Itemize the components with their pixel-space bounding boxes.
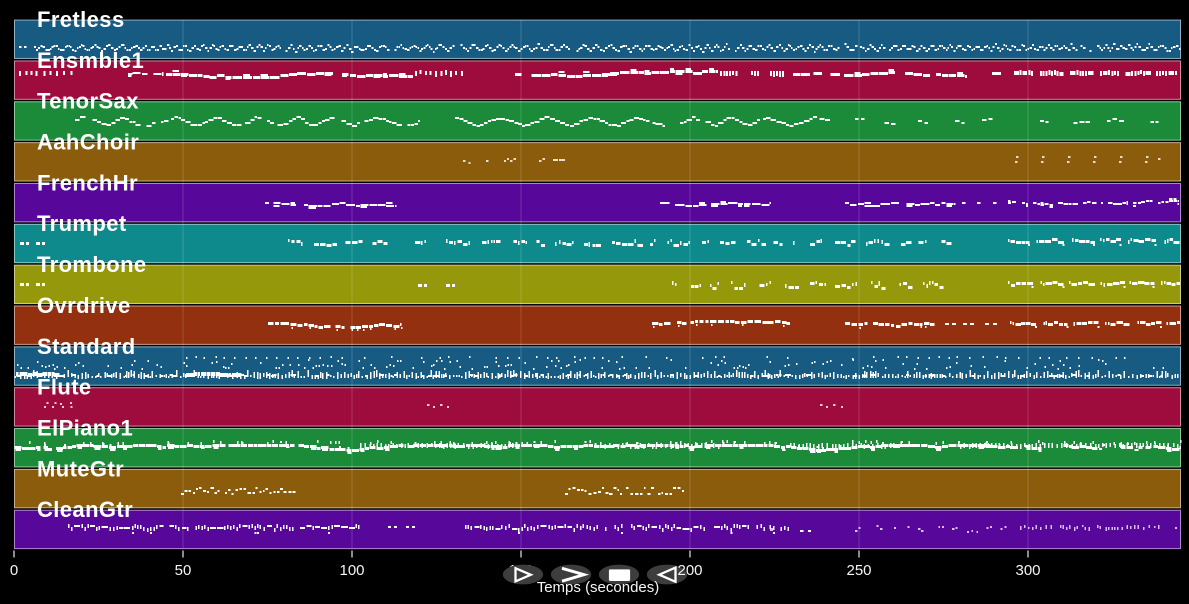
svg-text:TenorSax: TenorSax [37, 89, 139, 114]
svg-text:CleanGtr: CleanGtr [37, 497, 133, 522]
svg-text:Trumpet: Trumpet [37, 211, 127, 236]
svg-text:ElPiano1: ElPiano1 [37, 416, 133, 441]
svg-text:Temps (secondes): Temps (secondes) [537, 579, 660, 596]
svg-text:0: 0 [10, 562, 18, 579]
svg-text:Trombone: Trombone [37, 252, 147, 277]
svg-text:AahChoir: AahChoir [37, 130, 139, 155]
svg-text:FrenchHr: FrenchHr [37, 170, 138, 195]
svg-text:Standard: Standard [37, 334, 136, 359]
svg-text:MuteGtr: MuteGtr [37, 456, 124, 481]
svg-text:100: 100 [339, 562, 364, 579]
svg-text:Ensmble1: Ensmble1 [37, 48, 144, 73]
svg-text:300: 300 [1015, 562, 1040, 579]
svg-text:Fretless: Fretless [37, 7, 125, 32]
svg-text:250: 250 [846, 562, 871, 579]
svg-text:50: 50 [175, 562, 192, 579]
svg-text:200: 200 [677, 562, 702, 579]
svg-text:Flute: Flute [37, 375, 92, 400]
svg-text:Ovrdrive: Ovrdrive [37, 293, 131, 318]
